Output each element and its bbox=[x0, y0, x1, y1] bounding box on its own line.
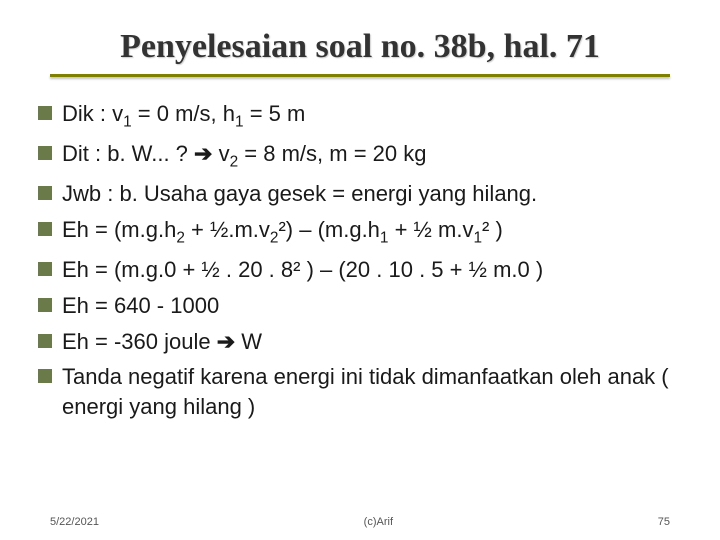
txt: ²) – (m.g.h bbox=[278, 217, 379, 242]
txt: = 8 m/s, m = 20 kg bbox=[238, 141, 426, 166]
bullet-icon bbox=[38, 222, 52, 236]
slide-container: Penyelesaian soal no. 38b, hal. 71 Dik :… bbox=[0, 0, 720, 540]
txt: Eh = -360 joule bbox=[62, 329, 217, 354]
slide-title: Penyelesaian soal no. 38b, hal. 71 bbox=[30, 28, 690, 66]
txt: + ½ m.v bbox=[388, 217, 473, 242]
bullet-text: Eh = (m.g.0 + ½ . 20 . 8² ) – (20 . 10 .… bbox=[62, 255, 682, 285]
bullet-icon bbox=[38, 262, 52, 276]
bullet-text: Eh = 640 - 1000 bbox=[62, 291, 682, 321]
footer-author: (c)Arif bbox=[364, 516, 393, 528]
bullet-icon bbox=[38, 369, 52, 383]
bullet-list: Dik : v1 = 0 m/s, h1 = 5 m Dit : b. W...… bbox=[30, 99, 690, 422]
txt: = 5 m bbox=[244, 101, 306, 126]
bullet-icon bbox=[38, 334, 52, 348]
bullet-text: Eh = (m.g.h2 + ½.m.v2²) – (m.g.h1 + ½ m.… bbox=[62, 215, 682, 249]
bullet-text: Tanda negatif karena energi ini tidak di… bbox=[62, 362, 682, 421]
list-item: Eh = (m.g.0 + ½ . 20 . 8² ) – (20 . 10 .… bbox=[38, 255, 682, 285]
bullet-text: Jwb : b. Usaha gaya gesek = energi yang … bbox=[62, 179, 682, 209]
bullet-text: Dit : b. W... ? ➔ v2 = 8 m/s, m = 20 kg bbox=[62, 139, 682, 173]
list-item: Dit : b. W... ? ➔ v2 = 8 m/s, m = 20 kg bbox=[38, 139, 682, 173]
txt: Dik : v bbox=[62, 101, 123, 126]
list-item: Eh = (m.g.h2 + ½.m.v2²) – (m.g.h1 + ½ m.… bbox=[38, 215, 682, 249]
arrow-icon: ➔ bbox=[194, 141, 212, 166]
sub: 2 bbox=[230, 154, 239, 171]
txt: W bbox=[235, 329, 262, 354]
txt: v bbox=[212, 141, 229, 166]
footer-date: 5/22/2021 bbox=[50, 516, 99, 528]
txt: Eh = (m.g.h bbox=[62, 217, 176, 242]
list-item: Dik : v1 = 0 m/s, h1 = 5 m bbox=[38, 99, 682, 133]
list-item: Jwb : b. Usaha gaya gesek = energi yang … bbox=[38, 179, 682, 209]
slide-footer: 5/22/2021 (c)Arif 75 bbox=[0, 516, 720, 528]
bullet-text: Dik : v1 = 0 m/s, h1 = 5 m bbox=[62, 99, 682, 133]
bullet-icon bbox=[38, 146, 52, 160]
list-item: Eh = 640 - 1000 bbox=[38, 291, 682, 321]
sub: 1 bbox=[123, 113, 132, 130]
bullet-icon bbox=[38, 106, 52, 120]
list-item: Tanda negatif karena energi ini tidak di… bbox=[38, 362, 682, 421]
arrow-icon: ➔ bbox=[217, 329, 235, 354]
txt: ² ) bbox=[482, 217, 503, 242]
bullet-icon bbox=[38, 298, 52, 312]
sub: 2 bbox=[176, 229, 185, 246]
bullet-text: Eh = -360 joule ➔ W bbox=[62, 327, 682, 357]
sub: 1 bbox=[235, 113, 244, 130]
txt: = 0 m/s, h bbox=[132, 101, 235, 126]
bullet-icon bbox=[38, 186, 52, 200]
txt: + ½.m.v bbox=[185, 217, 270, 242]
list-item: Eh = -360 joule ➔ W bbox=[38, 327, 682, 357]
sub: 1 bbox=[473, 229, 482, 246]
title-underline bbox=[50, 74, 670, 77]
txt: Dit : b. W... ? bbox=[62, 141, 194, 166]
footer-page-number: 75 bbox=[658, 516, 670, 528]
